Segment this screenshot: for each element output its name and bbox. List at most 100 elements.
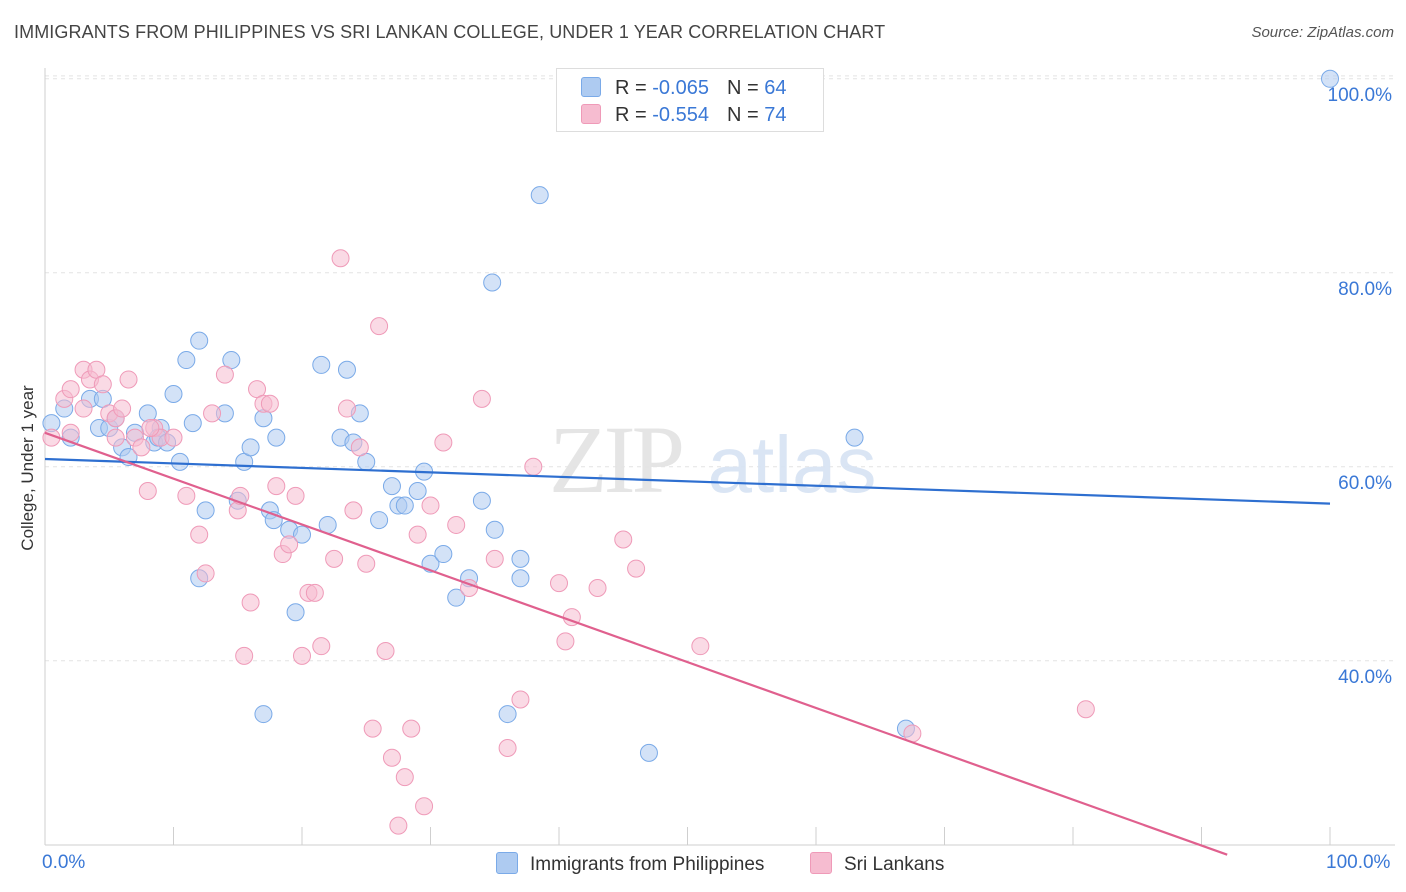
srilankans-point xyxy=(203,404,222,423)
philippines-point xyxy=(196,501,215,520)
philippines-point xyxy=(485,520,504,539)
srilankans-point xyxy=(1076,700,1095,719)
x-tick-label-min: 0.0% xyxy=(42,852,86,873)
philippines-point xyxy=(177,351,196,370)
philippines-point xyxy=(408,481,427,500)
philippines-point xyxy=(183,414,202,433)
srilankans-point xyxy=(215,365,234,384)
srilankans-point xyxy=(498,739,517,758)
philippines-point xyxy=(164,385,183,404)
srilankans-point xyxy=(74,399,93,418)
philippines-point xyxy=(241,438,260,457)
srilankans-point xyxy=(267,477,286,496)
stats-legend: R = -0.065 N = 64 R = -0.554 N = 74 xyxy=(556,68,824,132)
legend-item-philippines[interactable]: Immigrants from Philippines xyxy=(496,852,764,876)
philippines-point xyxy=(254,705,273,724)
srilankans-point xyxy=(235,646,254,665)
philippines-point xyxy=(639,743,658,762)
y-tick-label-40: 40.0% xyxy=(1338,666,1392,688)
philippines-point xyxy=(370,511,389,530)
watermark: ZIP atlas xyxy=(549,406,876,513)
srilankans-point xyxy=(164,428,183,447)
watermark-zip: ZIP xyxy=(549,406,682,513)
philippines-point xyxy=(312,355,331,374)
srilankans-point xyxy=(286,486,305,505)
srilankans-point xyxy=(132,438,151,457)
x-tick-label-max: 100.0% xyxy=(1326,852,1391,873)
srilankans-point xyxy=(113,399,132,418)
srilankans-point xyxy=(447,515,466,534)
srilankans-point xyxy=(260,394,279,413)
srilankans-point xyxy=(177,486,196,505)
philippines-point xyxy=(267,428,286,447)
n-value: 64 xyxy=(764,77,787,99)
srilankans-point xyxy=(280,535,299,554)
srilankans-point xyxy=(511,690,530,709)
philippines-point xyxy=(337,360,356,379)
srilankans-point xyxy=(421,496,440,515)
srilankans-point xyxy=(389,816,408,835)
philippines-point xyxy=(498,705,517,724)
n-label: N = xyxy=(726,77,765,99)
philippines-point xyxy=(190,331,209,350)
srilankans-point xyxy=(627,559,646,578)
srilankans-point xyxy=(485,549,504,568)
srilankans-point xyxy=(588,578,607,597)
legend-item-srilankans[interactable]: Sri Lankans xyxy=(810,852,944,876)
srilankans-legend-swatch xyxy=(810,852,832,874)
trend-lines xyxy=(44,431,1331,856)
philippines-point xyxy=(511,569,530,588)
srilankans-point xyxy=(357,554,376,573)
srilankans-point xyxy=(395,768,414,787)
philippines-point xyxy=(472,491,491,510)
philippines-trend-line xyxy=(44,457,1331,505)
srilankans-point xyxy=(415,797,434,816)
srilankans-point xyxy=(556,632,575,651)
srilankans-point xyxy=(524,457,543,476)
srilankans-point xyxy=(344,501,363,520)
srilankans-point xyxy=(350,438,369,457)
philippines-point xyxy=(483,273,502,292)
stats-legend-row-philippines: R = -0.065 N = 64 xyxy=(581,77,786,101)
n-label: N = xyxy=(726,104,765,126)
srilankans-point xyxy=(61,380,80,399)
y-axis-label: College, Under 1 year xyxy=(18,385,37,551)
r-label: R = xyxy=(615,104,653,126)
srilankans-point xyxy=(382,748,401,767)
srilankans-point xyxy=(614,530,633,549)
legend-label-srilankans: Sri Lankans xyxy=(844,854,945,875)
srilankans-point xyxy=(472,389,491,408)
srilankans-point xyxy=(691,637,710,656)
srilankans-point xyxy=(402,719,421,738)
srilankans-trend-line xyxy=(44,431,1228,856)
srilankans-point xyxy=(138,481,157,500)
philippines-point xyxy=(845,428,864,447)
philippines-point xyxy=(170,452,189,471)
y-tick-label-100: 100.0% xyxy=(1327,84,1392,106)
srilankans-point xyxy=(141,418,160,437)
philippines-point xyxy=(434,545,453,564)
philippines-legend-swatch xyxy=(496,852,518,874)
srilankans-point xyxy=(434,433,453,452)
data-points xyxy=(42,69,1339,835)
srilankans-point xyxy=(305,583,324,602)
srilankans-point xyxy=(325,549,344,568)
srilankans-point xyxy=(331,249,350,268)
r-value: -0.554 xyxy=(652,104,709,126)
philippines-point xyxy=(293,525,311,544)
philippines-point xyxy=(1321,69,1339,88)
r-value: -0.065 xyxy=(652,77,709,99)
n-value: 74 xyxy=(764,104,787,126)
gridlines xyxy=(45,75,1395,662)
y-tick-label-80: 80.0% xyxy=(1338,278,1392,300)
srilankans-point xyxy=(119,370,138,389)
philippines-point xyxy=(511,549,530,568)
philippines-point xyxy=(382,477,401,496)
philippines-point xyxy=(286,603,305,622)
srilankans-point xyxy=(408,525,427,544)
srilankans-point xyxy=(106,428,125,447)
srilankans-point xyxy=(370,317,389,336)
source-label: Source: ZipAtlas.com xyxy=(1251,24,1394,41)
axes xyxy=(44,68,1395,846)
